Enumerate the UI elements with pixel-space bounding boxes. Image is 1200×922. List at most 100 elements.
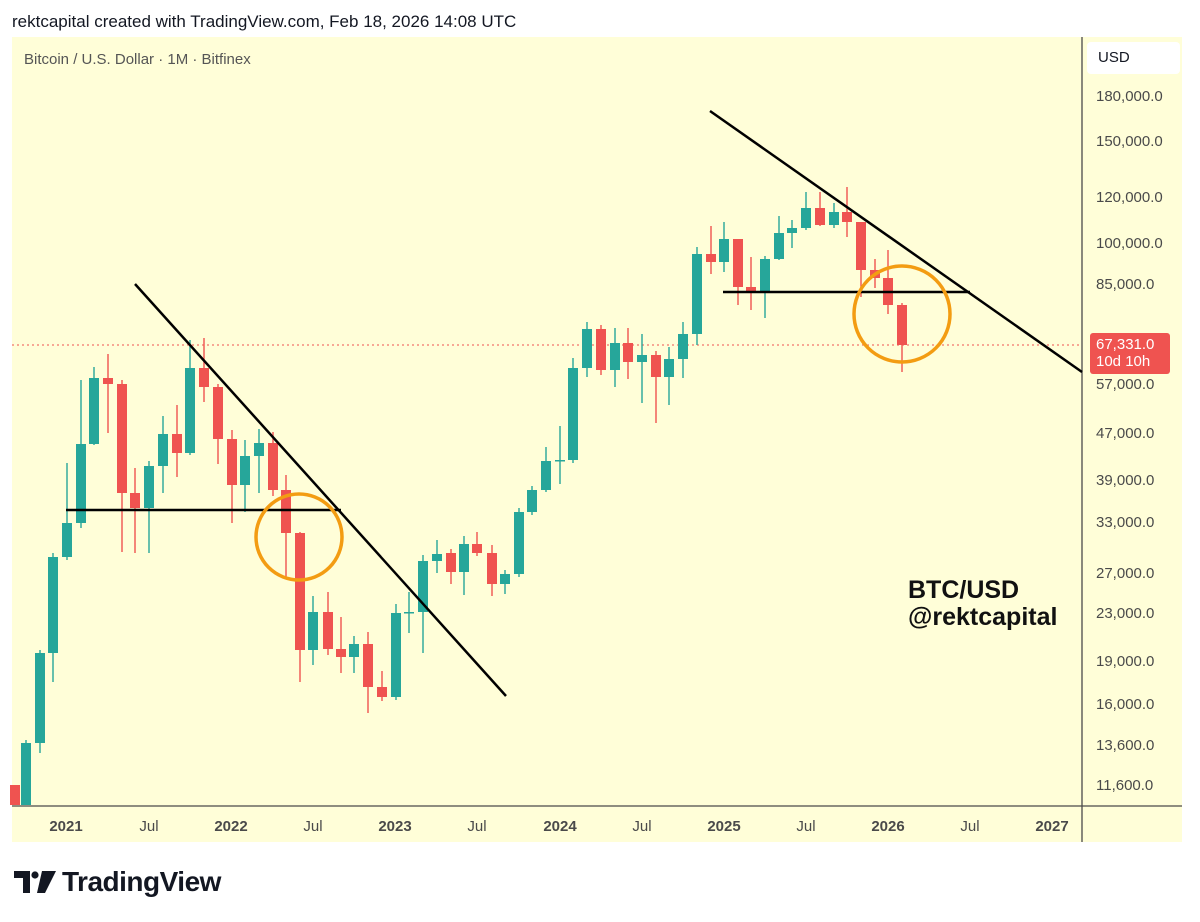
candle — [404, 592, 414, 633]
last-price-value: 67,331.0 — [1096, 336, 1155, 353]
candle — [268, 432, 278, 496]
candle — [199, 338, 209, 402]
candle — [842, 187, 852, 237]
candle — [774, 216, 784, 260]
tradingview-brand: TradingView — [62, 866, 221, 897]
candle — [21, 740, 31, 805]
candle — [706, 226, 716, 274]
price-axis[interactable]: 180,000.0 150,000.0 120,000.0 100,000.0 85,0… — [1096, 88, 1163, 794]
chart-watermark: BTC/USD @rektcapital — [908, 577, 1057, 631]
candle — [48, 553, 58, 682]
watermark-symbol: BTC/USD — [908, 576, 1020, 604]
price-tick-label: 100,000.0 — [1096, 235, 1163, 252]
candle — [541, 447, 551, 492]
candle — [801, 192, 811, 230]
candles-group — [10, 187, 907, 805]
candle — [227, 430, 237, 523]
time-tick-label: 2021 — [49, 818, 82, 835]
candle — [568, 358, 578, 463]
chart-credit: rektcapital created with TradingView.com… — [12, 12, 517, 31]
drawing-annotations[interactable] — [66, 109, 1083, 697]
candle — [254, 429, 264, 493]
candle — [815, 192, 825, 226]
time-tick-label: 2022 — [214, 818, 247, 835]
time-tick-label: 2023 — [378, 818, 411, 835]
candle — [76, 380, 86, 528]
trendline[interactable] — [134, 283, 507, 697]
tradingview-logo[interactable]: TradingView — [14, 866, 221, 898]
symbol-title[interactable]: Bitcoin / U.S. Dollar · 1M · Bitfinex — [24, 51, 251, 68]
candle — [733, 239, 743, 305]
currency-selector[interactable]: USD — [1087, 42, 1180, 74]
candle — [623, 328, 633, 379]
candle — [103, 354, 113, 433]
candle — [487, 545, 497, 596]
time-tick-label: Jul — [303, 818, 322, 835]
trendline[interactable] — [709, 109, 1083, 374]
candle — [323, 592, 333, 655]
candle — [664, 347, 674, 405]
candle — [144, 461, 154, 553]
candle — [596, 325, 606, 375]
candle — [760, 256, 770, 318]
highlight-circle[interactable] — [254, 492, 344, 582]
tradingview-logo-icon — [14, 871, 56, 893]
last-price-tag: 67,331.0 10d 10h — [1090, 333, 1170, 374]
candle — [446, 549, 456, 584]
time-tick-label: Jul — [139, 818, 158, 835]
candle — [829, 203, 839, 228]
candle — [651, 351, 661, 423]
price-tick-label: 33,000.0 — [1096, 514, 1154, 531]
candle — [514, 508, 524, 577]
candle — [35, 650, 45, 753]
chart-area[interactable] — [12, 37, 1182, 842]
time-tick-label: Jul — [632, 818, 651, 835]
candle — [240, 440, 250, 512]
price-tick-label: 180,000.0 — [1096, 88, 1163, 105]
price-tick-label: 16,000.0 — [1096, 696, 1154, 713]
candle — [637, 334, 647, 403]
candle — [391, 604, 401, 700]
candle — [377, 671, 387, 701]
candle — [363, 632, 373, 713]
candle — [856, 222, 866, 297]
time-tick-label: Jul — [796, 818, 815, 835]
price-tick-label: 19,000.0 — [1096, 653, 1154, 670]
candle — [336, 617, 346, 673]
time-tick-label: 2025 — [707, 818, 740, 835]
candle — [295, 532, 305, 682]
time-tick-label: Jul — [467, 818, 486, 835]
candle — [213, 384, 223, 464]
price-tick-label: 150,000.0 — [1096, 133, 1163, 150]
candle — [555, 426, 565, 484]
candle — [117, 380, 127, 552]
time-tick-label: 2027 — [1035, 818, 1068, 835]
price-tick-label: 11,600.0 — [1096, 777, 1153, 794]
candle — [10, 785, 20, 805]
candle — [158, 416, 168, 493]
candle — [883, 250, 893, 314]
candle — [185, 340, 195, 455]
time-tick-label: 2026 — [871, 818, 904, 835]
candle — [500, 570, 510, 594]
price-tick-label: 27,000.0 — [1096, 565, 1154, 582]
candle — [172, 405, 182, 477]
price-tick-label: 39,000.0 — [1096, 472, 1154, 489]
highlight-circle[interactable] — [852, 264, 952, 364]
candle — [459, 536, 469, 595]
candle — [719, 222, 729, 272]
time-tick-label: Jul — [960, 818, 979, 835]
price-tick-label: 13,600.0 — [1096, 737, 1154, 754]
candle — [692, 247, 702, 345]
candle — [432, 540, 442, 573]
candle-countdown: 10d 10h — [1096, 353, 1151, 370]
time-axis[interactable]: 2021 Jul 2022 Jul 2023 Jul 2024 Jul 2025 Jul 2026 J… — [49, 818, 1068, 835]
price-tick-label: 57,000.0 — [1096, 376, 1154, 393]
candle — [746, 257, 756, 310]
candle — [678, 322, 688, 378]
candle — [527, 486, 537, 515]
price-tick-label: 47,000.0 — [1096, 425, 1154, 442]
candle — [89, 367, 99, 445]
time-tick-label: 2024 — [543, 818, 577, 835]
